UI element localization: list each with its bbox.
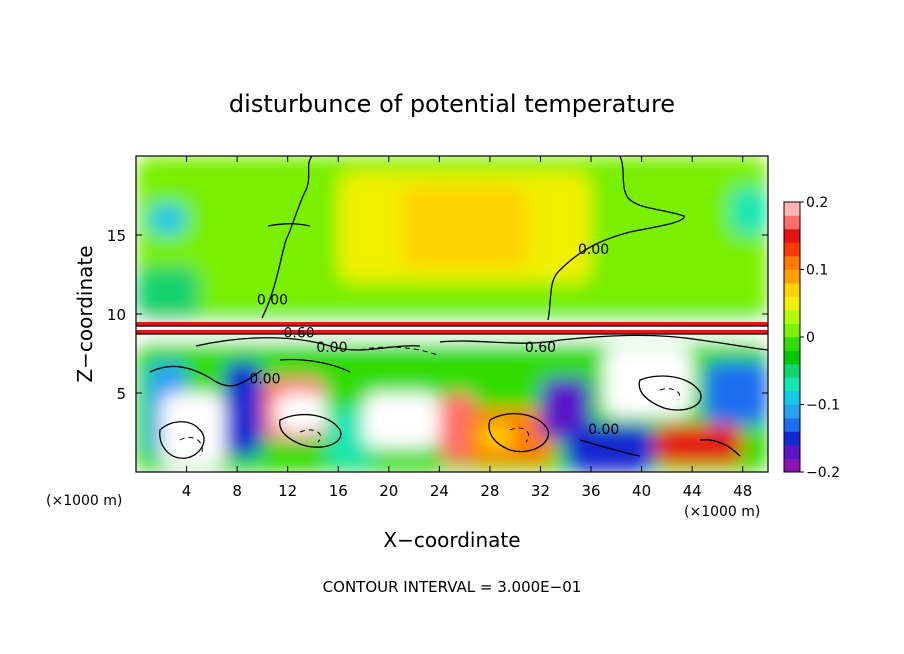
- colorbar-tick-label: 0.1: [806, 263, 828, 279]
- y-tick-label: 5: [116, 385, 126, 403]
- field-region: [540, 377, 592, 441]
- field-region: [477, 424, 516, 449]
- field-region: [603, 345, 693, 417]
- field-region: [363, 393, 440, 449]
- colorbar-tick-label: −0.1: [806, 398, 840, 414]
- x-axis-label: X−coordinate: [383, 528, 520, 552]
- contour-label: 0.00: [578, 242, 609, 258]
- colorbar-swatch: [784, 391, 800, 405]
- colorbar: 0.2 0.1 0 −0.1 −0.2: [783, 195, 840, 481]
- field-region: [401, 187, 528, 267]
- contour-label: 0.60: [283, 326, 314, 342]
- colorbar-swatch: [784, 202, 800, 216]
- colorbar-swatch: [784, 404, 800, 419]
- field-region: [730, 187, 768, 235]
- plot-area: 0.000.600.000.000.000.600.00: [136, 156, 768, 472]
- colorbar-swatch: [784, 310, 800, 324]
- contour-label: 0.00: [257, 293, 288, 309]
- contour-label: 0.60: [525, 340, 556, 356]
- colorbar-tick-label: 0: [806, 330, 815, 346]
- field-region: [275, 393, 326, 433]
- x-tick-label: 16: [329, 482, 348, 500]
- field-region: [136, 266, 200, 322]
- x-tick-label: 32: [531, 482, 550, 500]
- x-unit-label-right: (×1000 m): [684, 504, 760, 520]
- x-tick-label: 20: [379, 482, 398, 500]
- colorbar-swatch: [784, 337, 800, 351]
- y-axis-ticks: 5 10 15: [107, 227, 768, 403]
- colorbar-swatch: [784, 323, 800, 338]
- colorbar-swatch: [784, 256, 800, 270]
- colorbar-tick-label: 0.2: [806, 195, 828, 211]
- x-axis-ticks: 4 8 12 16 20 24 28 32 36 40 44 48: [182, 156, 752, 500]
- contour-label: 0.00: [249, 372, 280, 388]
- field-region: [148, 203, 187, 235]
- y-axis-label: Z−coordinate: [73, 245, 97, 382]
- colorbar-swatch: [784, 431, 800, 446]
- contour-label: 0.00: [588, 422, 619, 438]
- x-tick-label: 8: [232, 482, 242, 500]
- chart-title: disturbunce of potential temperature: [229, 90, 675, 118]
- y-tick-label: 10: [107, 306, 126, 324]
- colorbar-swatch: [784, 296, 800, 311]
- x-tick-label: 40: [632, 482, 651, 500]
- colorbar-swatch: [784, 215, 800, 230]
- dashed-contours: [179, 346, 680, 457]
- contour-label: 0.00: [316, 340, 347, 356]
- colorbar-swatch: [784, 350, 800, 365]
- colorbar-swatch: [784, 418, 800, 432]
- colorbar-swatch: [784, 445, 800, 459]
- field-region: [654, 424, 743, 465]
- colorbar-swatch: [784, 283, 800, 297]
- x-tick-label: 44: [683, 482, 702, 500]
- colorbar-swatch: [784, 229, 800, 243]
- colorbar-tick-label: −0.2: [806, 465, 840, 481]
- x-tick-label: 28: [480, 482, 499, 500]
- x-tick-label: 4: [182, 482, 192, 500]
- colorbar-swatch: [784, 458, 800, 473]
- colorbar-swatch: [784, 269, 800, 284]
- x-unit-label-left: (×1000 m): [46, 493, 122, 509]
- colorbar-swatch: [784, 242, 800, 257]
- colorbar-swatch: [784, 364, 800, 378]
- y-tick-label: 15: [107, 227, 126, 245]
- x-tick-label: 12: [278, 482, 297, 500]
- x-tick-label: 24: [430, 482, 449, 500]
- inversion-band-core: [136, 326, 768, 330]
- contour-interval-note: CONTOUR INTERVAL = 3.000E−01: [323, 578, 582, 596]
- field-region: [704, 361, 768, 425]
- field-region: [161, 393, 225, 468]
- colorbar-swatch: [784, 377, 800, 392]
- x-tick-label: 36: [581, 482, 600, 500]
- x-tick-label: 48: [733, 482, 752, 500]
